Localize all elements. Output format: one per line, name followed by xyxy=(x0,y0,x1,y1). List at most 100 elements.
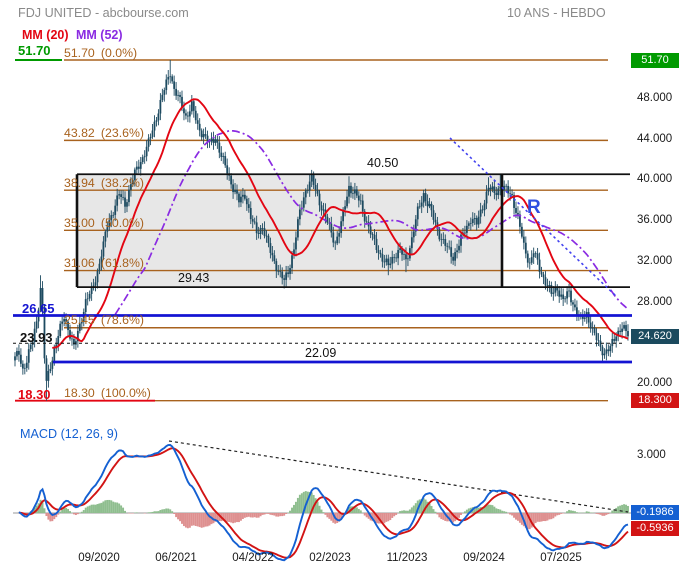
candle-body xyxy=(177,94,179,96)
candle-body xyxy=(257,233,260,234)
candle-body xyxy=(532,253,535,258)
candle-body xyxy=(279,271,282,273)
candle-body xyxy=(236,189,238,194)
candle-body xyxy=(76,330,79,342)
candle-body xyxy=(342,209,345,222)
candle-body xyxy=(414,219,417,232)
candle-body xyxy=(80,322,83,324)
candle-body xyxy=(183,108,185,114)
candle-body xyxy=(220,152,223,157)
candle-body xyxy=(128,189,130,203)
candle-body xyxy=(391,256,394,264)
candle-body xyxy=(477,216,480,225)
candle-body xyxy=(141,157,144,163)
support-2209-label: 22.09 xyxy=(305,346,337,360)
candle-body xyxy=(334,242,337,244)
candle-body xyxy=(185,113,187,116)
candle-body xyxy=(320,205,323,211)
candle-body xyxy=(352,193,354,194)
candle-body xyxy=(493,186,496,193)
resistance-label: R xyxy=(527,197,541,218)
x-axis-label: 09/2024 xyxy=(463,552,505,564)
candle-body xyxy=(530,257,533,263)
candle-body xyxy=(526,253,529,263)
candle-body xyxy=(611,339,614,347)
candle-body xyxy=(173,81,176,89)
candle-body xyxy=(591,327,594,329)
candle-body xyxy=(407,258,409,260)
candle-body xyxy=(232,184,234,193)
candle-body xyxy=(165,79,168,91)
candle-body xyxy=(139,162,142,169)
candle-body xyxy=(363,211,366,222)
price-axis-tick: 44.000 xyxy=(637,132,673,145)
macd-axis-tick: 3.000 xyxy=(637,449,666,461)
candle-body xyxy=(401,248,403,255)
candle-body xyxy=(430,203,433,211)
candle-body xyxy=(442,239,445,240)
candle-body xyxy=(230,175,233,185)
candle-body xyxy=(558,290,561,297)
candle-body xyxy=(181,96,183,109)
badge-signal-value: -0.5936 xyxy=(631,520,679,536)
candle-body xyxy=(485,191,488,204)
period-label: 10 ANS - HEBDO xyxy=(507,6,606,20)
candle-body xyxy=(564,298,567,300)
fib-label: 25.45 (78.6%) xyxy=(64,313,144,328)
candle-body xyxy=(467,223,470,226)
candle-body xyxy=(338,233,341,237)
candle-body xyxy=(198,123,201,131)
candle-body xyxy=(263,228,266,236)
candle-body xyxy=(524,242,527,254)
candle-body xyxy=(114,205,117,215)
mm52-line xyxy=(114,129,629,315)
price-axis-tick: 36.000 xyxy=(637,214,673,227)
candle-body xyxy=(273,255,276,262)
candle-body xyxy=(69,330,71,339)
candle-body xyxy=(265,235,268,237)
candle-body xyxy=(520,226,523,237)
candle-body xyxy=(452,256,455,261)
macd-title: MACD (12, 26, 9) xyxy=(20,427,118,441)
candle-body xyxy=(145,146,148,157)
candle-body xyxy=(599,340,602,347)
fib-label: 43.82 (23.6%) xyxy=(64,125,144,140)
candle-body xyxy=(312,174,315,185)
x-axis-label: 09/2020 xyxy=(78,552,120,564)
candle-body xyxy=(275,261,278,272)
candle-body xyxy=(456,250,458,253)
candle-body xyxy=(167,76,170,80)
candle-body xyxy=(357,195,360,201)
candle-body xyxy=(23,367,26,369)
candle-body xyxy=(57,336,60,345)
candle-body xyxy=(271,252,274,256)
candle-body xyxy=(281,271,284,279)
candle-body xyxy=(204,134,207,136)
candle-body xyxy=(450,247,453,257)
candle-body xyxy=(361,200,364,212)
candle-body xyxy=(405,254,407,260)
candle-body xyxy=(487,187,490,192)
x-axis-label: 04/2022 xyxy=(232,552,274,564)
candle-body xyxy=(605,349,608,354)
candle-body xyxy=(568,290,570,292)
x-axis-label: 07/2025 xyxy=(540,552,582,564)
candle-body xyxy=(226,165,229,174)
price-axis-tick: 32.000 xyxy=(637,254,673,267)
candle-body xyxy=(65,319,67,322)
candle-body xyxy=(572,302,574,305)
candle-body xyxy=(410,237,413,249)
candle-body xyxy=(306,190,309,192)
candle-body xyxy=(473,218,476,220)
candle-body xyxy=(481,209,484,211)
candle-body xyxy=(218,142,221,153)
candle-body xyxy=(118,194,121,196)
candle-body xyxy=(49,368,52,371)
candle-body xyxy=(163,90,166,95)
candle-body xyxy=(369,226,372,235)
candle-body xyxy=(355,189,358,196)
candle-body xyxy=(546,285,549,287)
candle-body xyxy=(308,181,311,191)
